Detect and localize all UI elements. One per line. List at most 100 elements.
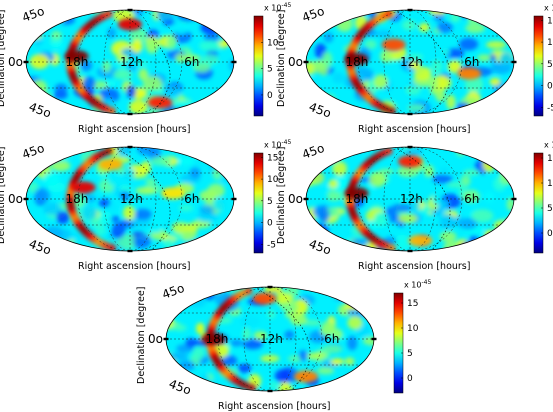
noise-blob <box>432 174 453 184</box>
noise-blob <box>364 39 377 50</box>
noise-blob <box>352 287 367 299</box>
noise-blob <box>178 204 194 212</box>
ra-label-right: 6h <box>464 192 479 206</box>
ra-label-right: 6h <box>464 55 479 69</box>
heatmap-field <box>306 147 514 251</box>
noise-blob <box>108 175 127 187</box>
meridian-ellipse <box>383 147 437 251</box>
edge-marker <box>407 249 413 253</box>
ra-label-mid: 12h <box>260 332 283 346</box>
galactic-plane-arc <box>114 10 171 114</box>
colorbar-multiplier-base: x 10 <box>264 3 282 13</box>
arc-point <box>104 10 113 19</box>
noise-blob <box>133 233 152 249</box>
hotspot <box>64 50 89 63</box>
noise-blob <box>43 172 60 186</box>
colorbar-tick-label: 15 <box>547 154 553 164</box>
colorbar-multiplier: x 10-45 <box>264 2 291 13</box>
colorbar-tick-label: 10 <box>267 38 279 48</box>
colorbar-exponent: -45 <box>281 139 292 146</box>
graticule <box>306 10 514 114</box>
noise-blob <box>192 62 211 73</box>
dec-label-mid: 0o <box>288 55 303 69</box>
ra-label-left: 18h <box>346 192 369 206</box>
noise-blob <box>136 147 158 156</box>
colorbar-multiplier: x 10-45 <box>544 139 553 150</box>
graticule <box>166 287 374 391</box>
edge-marker <box>267 389 273 393</box>
edge-marker <box>303 60 309 64</box>
noise-blob <box>196 211 218 223</box>
noise-blob <box>82 76 96 90</box>
graticule <box>26 10 234 114</box>
ra-label-left: 18h <box>346 55 369 69</box>
noise-blob <box>332 328 343 340</box>
colorbar-tick-label: 0 <box>267 219 273 229</box>
edge-marker <box>407 112 413 116</box>
noise-blob <box>175 53 186 63</box>
noise-blob <box>119 191 131 201</box>
colorbar-tick-label: 15 <box>547 16 553 26</box>
colorbar <box>533 152 544 254</box>
colorbar-tick-label: 5 <box>267 65 273 75</box>
noise-blob <box>148 218 163 234</box>
noise-blob <box>423 164 435 177</box>
noise-blob <box>320 320 336 336</box>
colorbar <box>393 292 404 394</box>
noise-blob <box>339 287 359 297</box>
noise-blob <box>364 293 374 310</box>
edge-marker <box>127 8 133 12</box>
noise-blob <box>274 369 291 383</box>
x-axis-label: Right ascension [hours] <box>358 124 471 135</box>
ra-label-right: 6h <box>184 192 199 206</box>
noise-blob <box>328 179 338 189</box>
noise-blob <box>267 309 276 320</box>
noise-blob <box>339 287 350 302</box>
ra-label-right: 6h <box>324 332 339 346</box>
noise-blob <box>56 211 70 224</box>
colorbar-multiplier-base: x 10 <box>544 3 553 13</box>
noise-blob <box>98 211 113 225</box>
colorbar-tick-label: 5 <box>547 60 553 70</box>
hotspot <box>408 234 433 247</box>
colorbar-multiplier-base: x 10 <box>544 140 553 150</box>
noise-blob <box>131 39 143 54</box>
meridian-ellipse <box>383 10 437 114</box>
noise-blob <box>418 22 430 32</box>
meridian-ellipse <box>357 147 463 251</box>
x-axis-label: Right ascension [hours] <box>358 261 471 272</box>
meridian-ellipse <box>103 147 157 251</box>
colorbar-tick-label: 15 <box>407 299 418 309</box>
x-axis-label: Right ascension [hours] <box>78 124 191 135</box>
noise-blob <box>407 103 425 112</box>
noise-blob <box>330 287 348 299</box>
noise-blob <box>397 213 418 224</box>
noise-blob <box>123 167 135 181</box>
meridian-ellipse <box>217 287 323 391</box>
x-axis-label: Right ascension [hours] <box>218 401 331 412</box>
edge-marker <box>127 145 133 149</box>
meridian-ellipse <box>77 10 183 114</box>
arc-point <box>244 287 253 296</box>
noise-blob <box>332 382 353 390</box>
noise-blob <box>146 29 159 40</box>
dec-label-bottom: 45o <box>167 377 193 398</box>
noise-blob <box>458 218 478 230</box>
noise-blob <box>378 168 395 175</box>
noise-blob <box>347 315 363 330</box>
colorbar-tick-label: -5 <box>547 103 553 113</box>
heatmap-field <box>26 147 234 251</box>
x-axis-label: Right ascension [hours] <box>78 261 191 272</box>
hotspot <box>457 67 482 80</box>
noise-blob <box>95 224 106 236</box>
colorbar-tick-label: -5 <box>267 240 276 250</box>
noise-blob <box>98 87 120 104</box>
noise-blob <box>129 28 149 43</box>
noise-blob <box>240 314 261 328</box>
ra-label-left: 18h <box>206 332 229 346</box>
edge-marker <box>511 197 517 201</box>
noise-blob <box>463 169 481 176</box>
noise-blob <box>166 34 177 50</box>
noise-blob <box>117 233 137 250</box>
noise-blob <box>449 15 461 22</box>
